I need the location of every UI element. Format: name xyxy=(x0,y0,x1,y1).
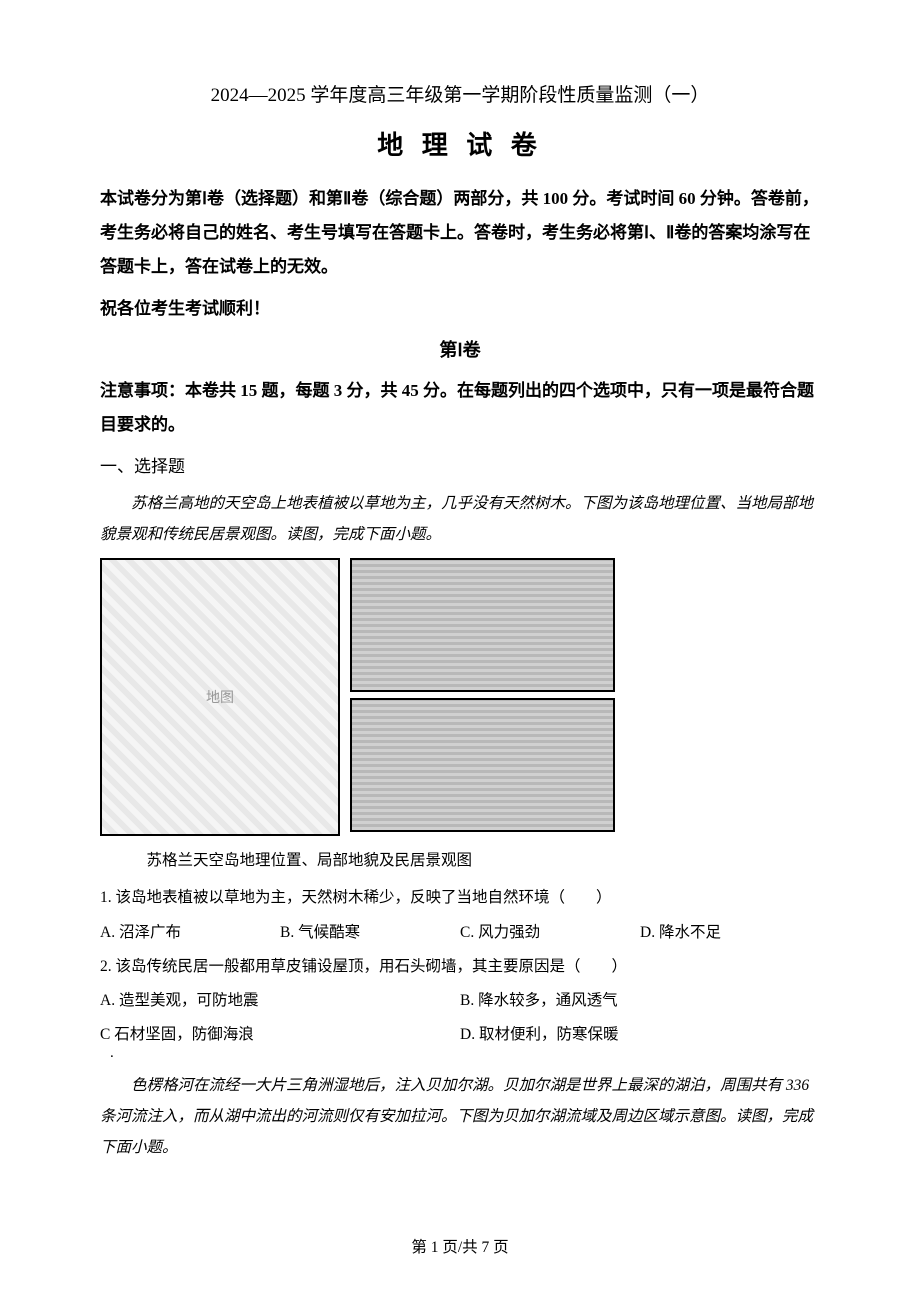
passage-1: 苏格兰高地的天空岛上地表植被以草地为主，几乎没有天然树木。下图为该岛地理位置、当… xyxy=(100,488,820,550)
exam-header: 2024—2025 学年度高三年级第一学期阶段性质量监测（一） xyxy=(100,80,820,107)
q2-option-b: B. 降水较多，通风透气 xyxy=(460,984,820,1018)
exam-title: 地 理 试 卷 xyxy=(100,125,820,162)
q1-option-b: B. 气候酷寒 xyxy=(280,916,460,950)
landscape-photo xyxy=(350,558,615,692)
question-2-options-row2: C 石材坚固，防御海浪 D. 取材便利，防寒保暖 xyxy=(100,1018,820,1052)
q2-option-d: D. 取材便利，防寒保暖 xyxy=(460,1018,820,1052)
good-luck-text: 祝各位考生考试顺利！ xyxy=(100,292,820,326)
exam-instructions: 本试卷分为第Ⅰ卷（选择题）和第Ⅱ卷（综合题）两部分，共 100 分。考试时间 6… xyxy=(100,182,820,284)
question-1-stem: 1. 该岛地表植被以草地为主，天然树木稀少，反映了当地自然环境（ ） xyxy=(100,881,820,915)
question-2-stem: 2. 该岛传统民居一般都用草皮铺设屋顶，用石头砌墙，其主要原因是（ ） xyxy=(100,950,820,984)
passage-2: 色楞格河在流经一大片三角洲湿地后，注入贝加尔湖。贝加尔湖是世界上最深的湖泊，周围… xyxy=(100,1070,820,1163)
section-heading: 一、选择题 xyxy=(100,450,820,484)
q1-option-c: C. 风力强劲 xyxy=(460,916,640,950)
question-1-options: A. 沼泽广布 B. 气候酷寒 C. 风力强劲 D. 降水不足 xyxy=(100,916,820,950)
part1-title: 第Ⅰ卷 xyxy=(100,336,820,362)
q2-option-a: A. 造型美观，可防地震 xyxy=(100,984,460,1018)
page-footer: 第 1 页/共 7 页 xyxy=(0,1235,920,1257)
map-image xyxy=(100,558,340,836)
photo-column xyxy=(350,558,615,836)
figure-caption-1: 苏格兰天空岛地理位置、局部地貌及民居景观图 xyxy=(147,846,821,875)
q1-option-d: D. 降水不足 xyxy=(640,916,820,950)
dwelling-photo xyxy=(350,698,615,832)
part1-notice: 注意事项：本卷共 15 题，每题 3 分，共 45 分。在每题列出的四个选项中，… xyxy=(100,374,820,442)
question-2-options-row1: A. 造型美观，可防地震 B. 降水较多，通风透气 xyxy=(100,984,820,1018)
figure-1 xyxy=(100,558,820,836)
q2-option-c: C 石材坚固，防御海浪 xyxy=(100,1018,460,1052)
q1-option-a: A. 沼泽广布 xyxy=(100,916,280,950)
